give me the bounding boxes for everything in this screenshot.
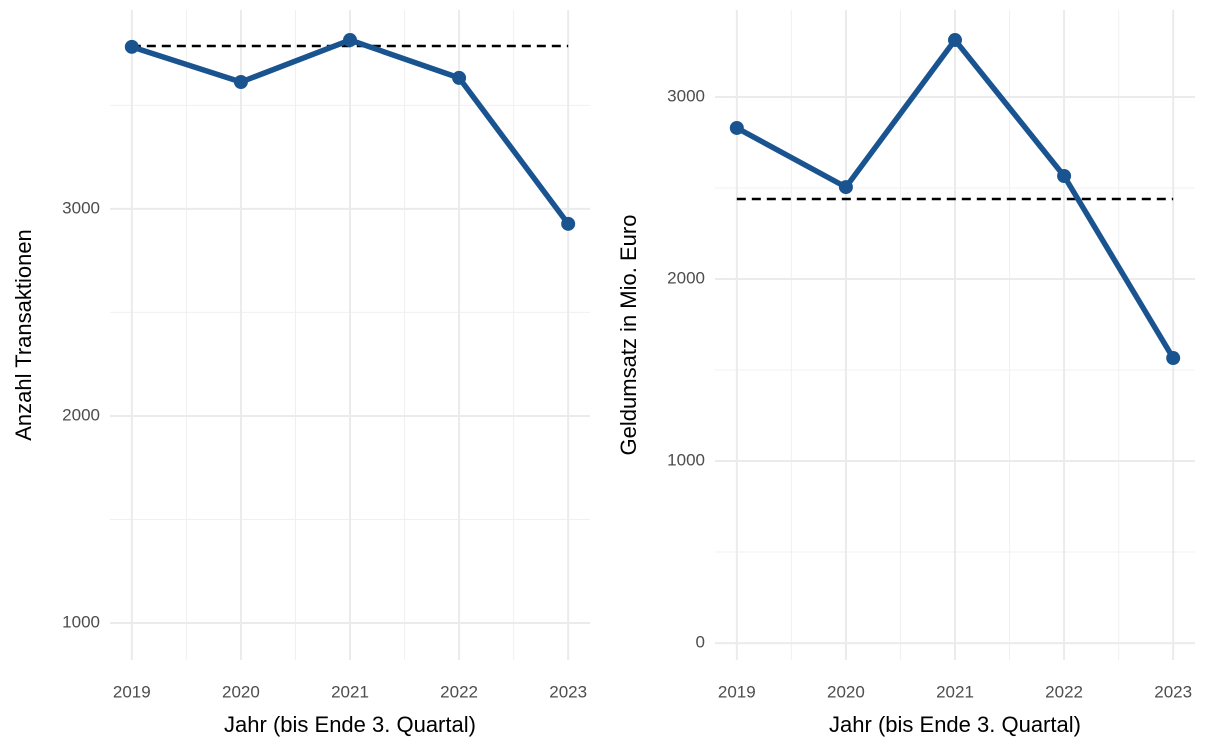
data-point <box>233 75 248 90</box>
y-axis-title: Geldumsatz in Mio. Euro <box>616 215 641 456</box>
x-tick-label: 2021 <box>331 682 369 701</box>
x-tick-label: 2019 <box>718 682 756 701</box>
y-tick-label: 3000 <box>62 198 100 217</box>
x-tick-label: 2020 <box>827 682 865 701</box>
data-point <box>343 33 357 48</box>
data-point <box>561 216 576 231</box>
x-tick-label: 2021 <box>936 682 974 701</box>
data-point <box>838 180 853 195</box>
y-axis-title: Anzahl Transaktionen <box>11 229 36 441</box>
data-point <box>729 120 744 135</box>
x-tick-label: 2022 <box>440 682 478 701</box>
data-point <box>452 70 467 85</box>
y-tick-label: 1000 <box>667 451 705 470</box>
x-axis-title: Jahr (bis Ende 3. Quartal) <box>224 712 476 737</box>
y-tick-label: 1000 <box>62 612 100 631</box>
data-point <box>1166 351 1181 366</box>
data-point <box>1057 169 1072 184</box>
data-point <box>124 39 139 54</box>
y-tick-label: 2000 <box>62 405 100 424</box>
x-axis-title: Jahr (bis Ende 3. Quartal) <box>829 712 1081 737</box>
x-tick-label: 2020 <box>222 682 260 701</box>
x-tick-label: 2019 <box>113 682 151 701</box>
y-tick-label: 3000 <box>667 86 705 105</box>
x-tick-label: 2023 <box>1154 682 1192 701</box>
data-point <box>948 33 962 48</box>
y-tick-label: 0 <box>696 633 705 652</box>
x-tick-label: 2022 <box>1045 682 1083 701</box>
x-tick-label: 2023 <box>549 682 587 701</box>
y-tick-label: 2000 <box>667 269 705 288</box>
